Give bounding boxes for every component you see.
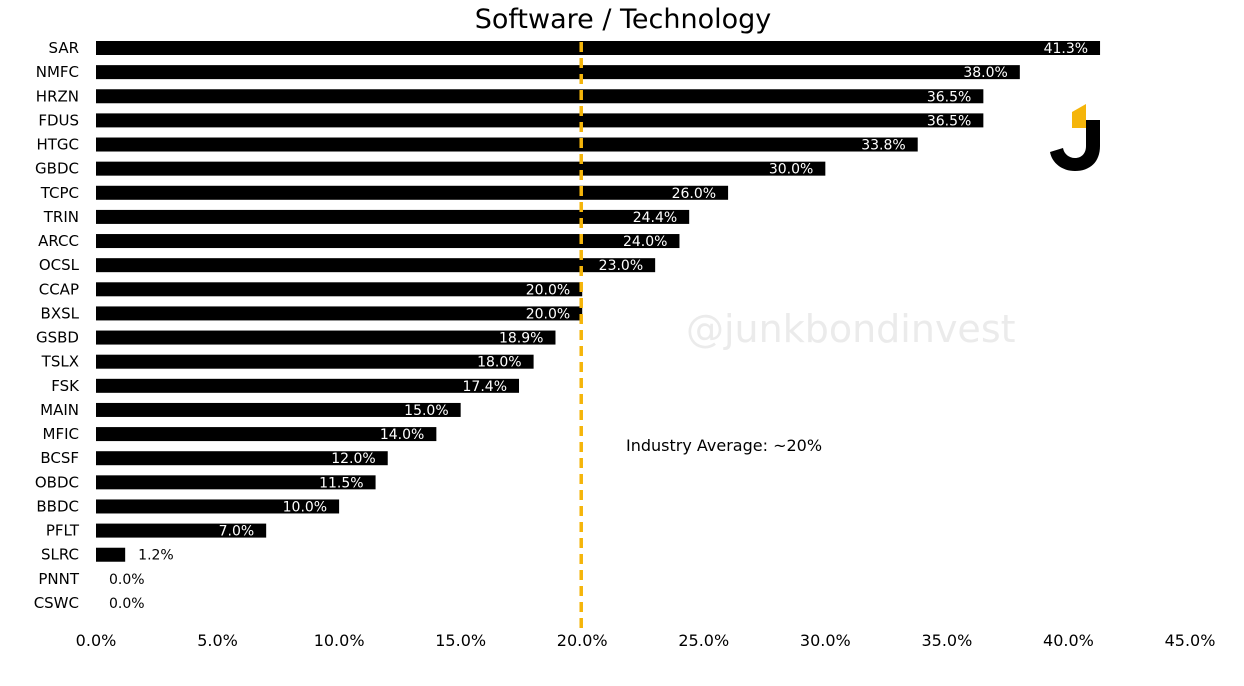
data-label: 36.5%	[927, 89, 971, 105]
watermark: @junkbondinvest	[686, 307, 1016, 351]
category-label: NMFC	[36, 63, 79, 81]
data-label: 15.0%	[404, 403, 448, 419]
bar	[96, 65, 1020, 80]
data-label: 41.3%	[1044, 41, 1088, 57]
bar	[96, 161, 826, 176]
bar	[96, 354, 534, 369]
data-label: 30.0%	[769, 162, 813, 178]
category-label: HRZN	[36, 87, 79, 105]
category-label: ARCC	[38, 232, 79, 250]
bar	[96, 378, 520, 393]
category-label: TCPC	[40, 184, 79, 202]
x-tick-label: 0.0%	[76, 631, 117, 650]
category-label: BCSF	[40, 449, 79, 467]
category-label: OCSL	[39, 256, 80, 274]
category-label: MFIC	[43, 425, 79, 443]
bar	[96, 89, 984, 104]
data-label: 36.5%	[927, 113, 971, 129]
data-label: 20.0%	[526, 282, 570, 298]
bar	[96, 475, 376, 490]
bar	[96, 41, 1101, 55]
bar	[96, 451, 388, 466]
x-tick-label: 15.0%	[435, 631, 486, 650]
bars-layer: SAR 41.3% NMFC 38.0% HRZN 36.5% FDUS 36.5% HTGC 3…	[34, 39, 1101, 612]
category-label: PNNT	[38, 570, 79, 588]
data-label: 0.0%	[109, 572, 145, 588]
category-label: BBDC	[36, 497, 79, 515]
category-label: MAIN	[40, 401, 79, 419]
data-label: 11.5%	[319, 475, 363, 491]
x-tick-label: 30.0%	[800, 631, 851, 650]
bar	[96, 113, 984, 128]
data-label: 18.0%	[477, 355, 521, 371]
category-label: TSLX	[41, 353, 79, 371]
data-label: 20.0%	[526, 306, 570, 322]
category-label: GSBD	[36, 329, 79, 347]
bar	[96, 402, 461, 417]
data-label: 0.0%	[109, 596, 145, 612]
bar	[96, 306, 583, 321]
data-label: 33.8%	[861, 138, 905, 154]
data-label: 14.0%	[380, 427, 424, 443]
category-label: FSK	[51, 377, 80, 395]
j-brand-icon	[1050, 104, 1100, 171]
data-label: 10.0%	[283, 499, 327, 515]
bar	[96, 547, 126, 562]
logo-accent	[1072, 104, 1086, 128]
chart-title: Software / Technology	[475, 4, 772, 35]
category-label: GBDC	[35, 160, 79, 178]
bar	[96, 499, 340, 514]
category-label: SLRC	[41, 546, 79, 564]
category-label: TRIN	[43, 208, 79, 226]
category-label: FDUS	[38, 111, 79, 129]
x-tick-label: 20.0%	[557, 631, 608, 650]
bar	[96, 523, 267, 538]
x-tick-label: 10.0%	[314, 631, 365, 650]
bar	[96, 427, 437, 442]
bar	[96, 258, 656, 273]
bar	[96, 137, 918, 152]
category-label: OBDC	[35, 473, 79, 491]
data-label: 18.9%	[499, 331, 543, 347]
x-axis: 0.0% 5.0% 10.0% 15.0% 20.0% 25.0% 30.0% 35.0% 40…	[76, 631, 1216, 650]
logo-letter	[1050, 120, 1100, 171]
category-label: HTGC	[36, 136, 79, 154]
industry-average-annotation: Industry Average: ~20%	[626, 436, 822, 455]
bar	[96, 185, 729, 200]
data-label: 1.2%	[138, 548, 174, 564]
bar	[96, 330, 556, 345]
x-tick-label: 45.0%	[1165, 631, 1216, 650]
bar	[96, 282, 583, 297]
category-label: CCAP	[39, 280, 79, 298]
category-label: BXSL	[41, 304, 80, 322]
x-tick-label: 5.0%	[197, 631, 238, 650]
x-tick-label: 40.0%	[1043, 631, 1094, 650]
bar	[96, 209, 690, 224]
data-label: 12.0%	[331, 451, 375, 467]
data-label: 26.0%	[672, 186, 716, 202]
data-label: 24.0%	[623, 234, 667, 250]
x-tick-label: 25.0%	[678, 631, 729, 650]
data-label: 23.0%	[599, 258, 643, 274]
data-label: 7.0%	[219, 524, 255, 540]
category-label: PFLT	[46, 522, 80, 540]
category-label: SAR	[49, 39, 79, 57]
bar	[96, 234, 680, 249]
x-tick-label: 35.0%	[921, 631, 972, 650]
data-label: 38.0%	[963, 65, 1007, 81]
data-label: 24.4%	[633, 210, 677, 226]
category-label: CSWC	[34, 594, 79, 612]
data-label: 17.4%	[463, 379, 507, 395]
